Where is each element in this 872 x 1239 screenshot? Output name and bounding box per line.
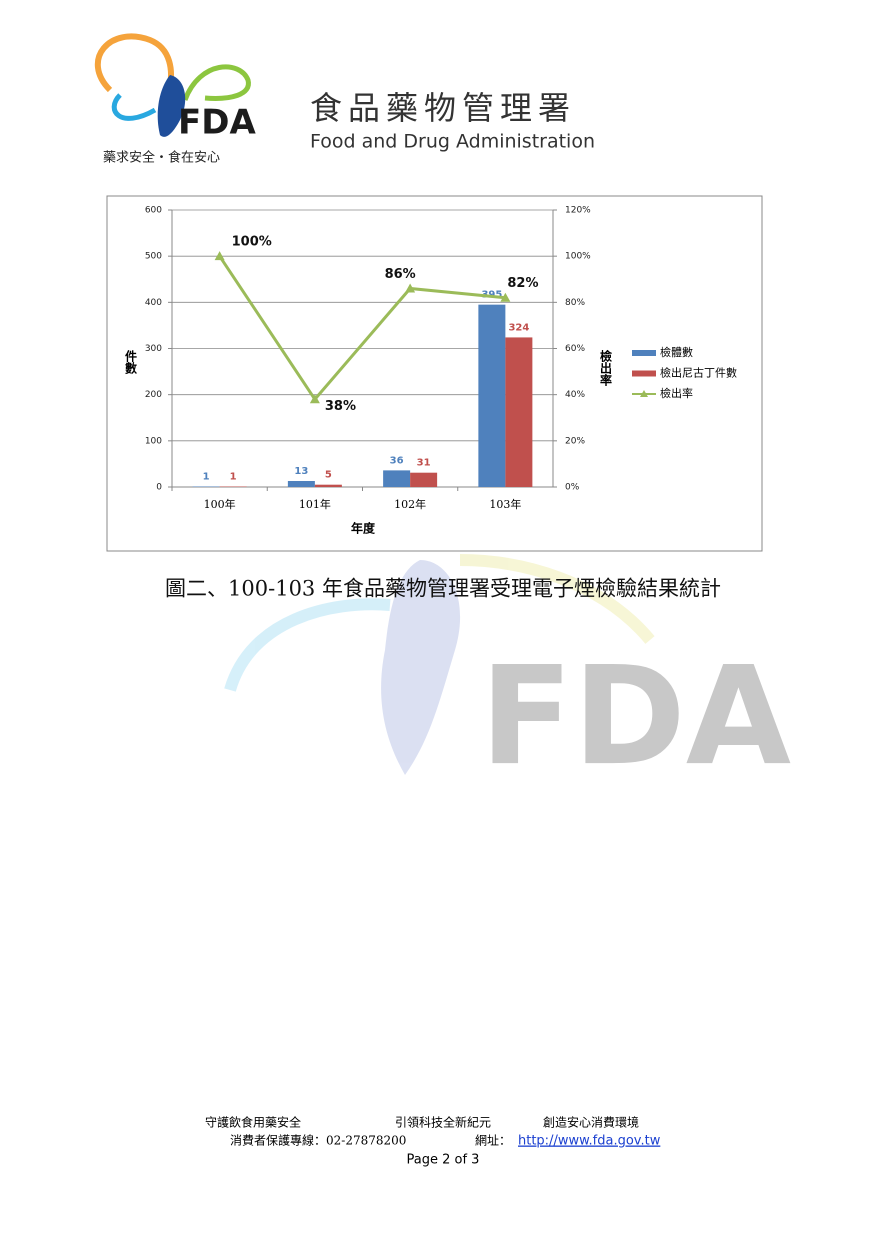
- x-tick-label: 101年: [299, 497, 331, 511]
- legend-swatch: [632, 370, 656, 377]
- legend-label: 檢體數: [660, 345, 693, 359]
- y2-tick-label: 120%: [565, 206, 591, 216]
- y2-tick-label: 40%: [565, 390, 585, 400]
- line-series: [218, 255, 506, 402]
- y-tick-label: 600: [145, 206, 162, 216]
- bar: [287, 480, 315, 487]
- x-tick-label: 100年: [204, 497, 236, 511]
- legend-label: 檢出率: [660, 386, 693, 400]
- data-label: 82%: [507, 276, 538, 291]
- y-tick-label: 400: [145, 298, 162, 308]
- line-marker: [500, 292, 511, 302]
- data-label: 324: [508, 322, 529, 333]
- data-label: 1: [230, 472, 237, 483]
- data-label: 86%: [385, 267, 416, 282]
- url-link[interactable]: http://www.fda.gov.tw: [518, 1134, 661, 1149]
- y2-tick-label: 80%: [565, 298, 585, 308]
- data-label: 36: [390, 455, 404, 466]
- data-label: 31: [417, 458, 431, 469]
- y2-tick-label: 0%: [565, 483, 580, 493]
- bar: [383, 470, 411, 487]
- watermark-island: [381, 560, 461, 775]
- legend-swatch: [632, 350, 656, 356]
- line-marker: [405, 283, 416, 293]
- y-tick-label: 500: [145, 252, 162, 262]
- logo-text: FDA: [178, 103, 256, 143]
- x-axis-label: 年度: [351, 521, 376, 536]
- y2-axis-label: 檢出率: [599, 349, 613, 387]
- logo-swirl: [94, 33, 174, 96]
- data-label: 38%: [325, 399, 356, 414]
- slogan: 藥求安全・食在安心: [103, 150, 220, 166]
- bar: [314, 484, 342, 487]
- data-label: 5: [325, 470, 332, 481]
- motto: 引領科技全新紀元: [395, 1115, 491, 1130]
- watermark-text: FDA: [480, 638, 791, 796]
- url-label: 網址：: [475, 1134, 511, 1148]
- logo-swirl: [182, 64, 251, 101]
- legend-label: 檢出尼古丁件數: [660, 366, 737, 380]
- y-tick-label: 100: [145, 436, 162, 446]
- watermark-swirl: [459, 554, 655, 644]
- motto: 守護飲食用藥安全: [205, 1115, 301, 1130]
- y2-tick-label: 20%: [565, 436, 585, 446]
- hotline: 消費者保護專線：02-27878200: [230, 1133, 406, 1148]
- bar: [478, 304, 506, 487]
- y2-tick-label: 60%: [565, 344, 585, 354]
- org-name-en: Food and Drug Administration: [310, 131, 595, 153]
- motto: 創造安心消費環境: [543, 1115, 639, 1130]
- y-tick-label: 0: [156, 483, 162, 493]
- logo-island: [157, 75, 186, 137]
- y2-tick-label: 100%: [565, 252, 591, 262]
- data-label: 100%: [232, 235, 272, 250]
- page-number: Page 2 of 3: [407, 1153, 480, 1168]
- bar: [505, 337, 533, 487]
- data-label: 13: [294, 466, 308, 477]
- org-name: 食品藥物管理署: [310, 89, 576, 127]
- line-marker: [214, 251, 225, 261]
- x-tick-label: 103年: [489, 497, 521, 511]
- line-marker: [309, 394, 320, 404]
- legend-marker: [640, 390, 648, 397]
- x-tick-label: 102年: [394, 497, 426, 511]
- data-label: 1: [203, 472, 210, 483]
- y-tick-label: 300: [145, 344, 162, 354]
- watermark-swirl: [224, 598, 391, 692]
- y-axis-label: 件數: [124, 349, 138, 375]
- bar: [410, 472, 438, 487]
- caption: 圖二、100-103 年食品藥物管理署受理電子煙檢驗結果統計: [165, 577, 721, 601]
- chart-frame: [106, 195, 763, 552]
- watermark-group: [224, 554, 655, 775]
- logo-swirl: [111, 93, 157, 121]
- y-tick-label: 200: [145, 390, 162, 400]
